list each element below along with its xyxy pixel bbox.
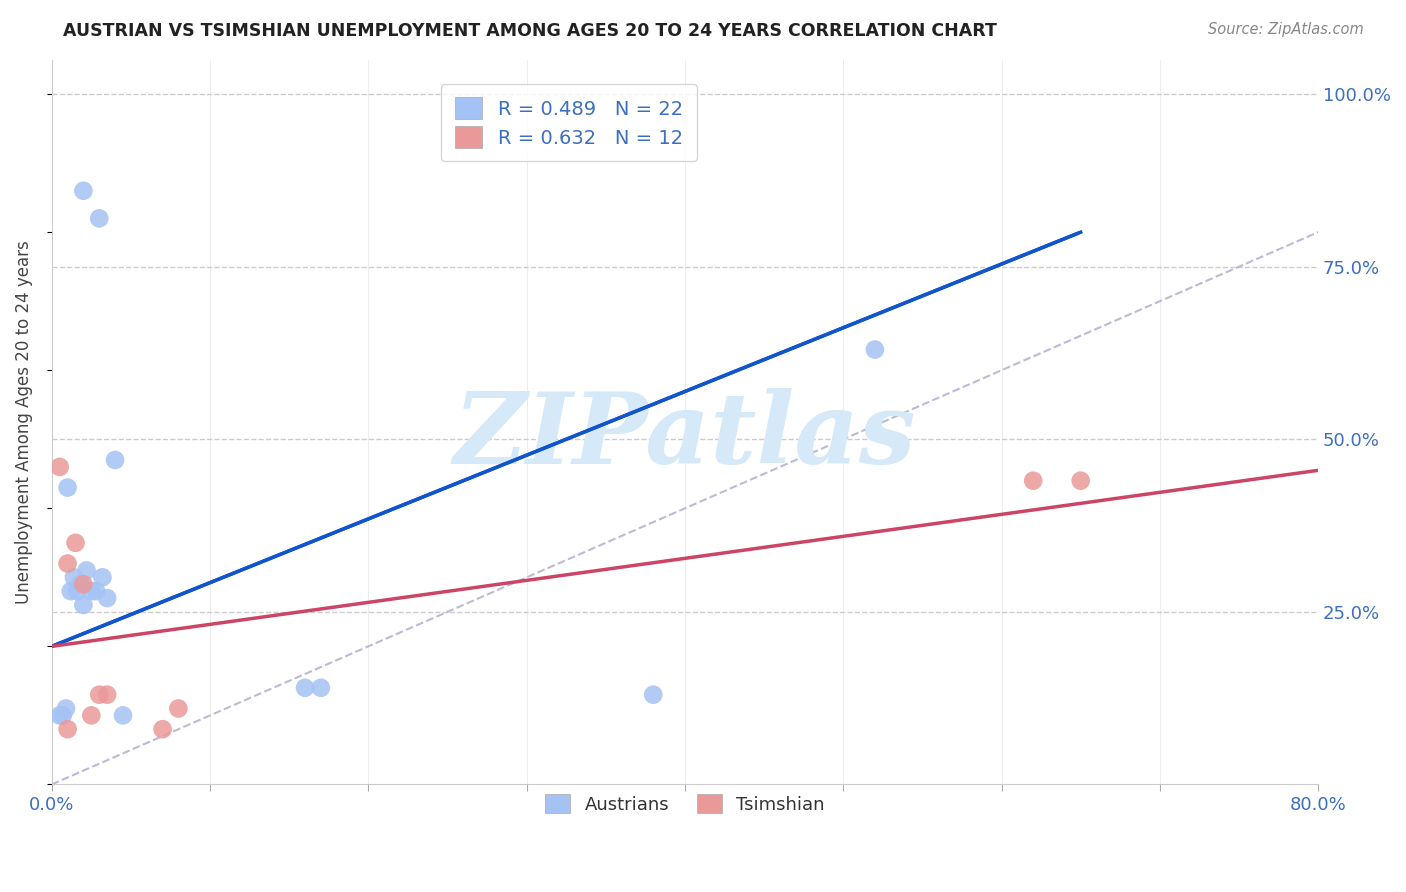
Text: ZIPatlas: ZIPatlas [454,388,917,484]
Point [72,577,94,591]
Point [72,598,94,612]
Point [643,688,665,702]
Point [56,557,79,571]
Point [96,688,118,702]
Point [111,708,134,723]
Point [48,459,70,474]
Point [863,343,886,357]
Point [167,701,190,715]
Point [56,722,79,736]
Point [63,570,86,584]
Point [48,708,70,723]
Point [89,211,111,226]
Point [80,584,103,599]
Point [52,708,75,723]
Point [65,536,87,550]
Point [104,453,127,467]
Text: Source: ZipAtlas.com: Source: ZipAtlas.com [1208,22,1364,37]
Point [1070,474,1092,488]
Point [91,570,114,584]
Point [96,591,118,605]
Y-axis label: Unemployment Among Ages 20 to 24 years: Unemployment Among Ages 20 to 24 years [15,240,32,604]
Point [309,681,332,695]
Point [1022,474,1045,488]
Point [56,481,79,495]
Legend: Austrians, Tsimshian: Austrians, Tsimshian [533,781,838,826]
Point [76,563,98,577]
Text: AUSTRIAN VS TSIMSHIAN UNEMPLOYMENT AMONG AGES 20 TO 24 YEARS CORRELATION CHART: AUSTRIAN VS TSIMSHIAN UNEMPLOYMENT AMONG… [63,22,997,40]
Point [152,722,174,736]
Point [69,577,91,591]
Point [89,688,111,702]
Point [72,184,94,198]
Point [84,584,107,599]
Point [55,701,77,715]
Point [59,584,82,599]
Point [66,584,89,599]
Point [294,681,316,695]
Point [80,708,103,723]
